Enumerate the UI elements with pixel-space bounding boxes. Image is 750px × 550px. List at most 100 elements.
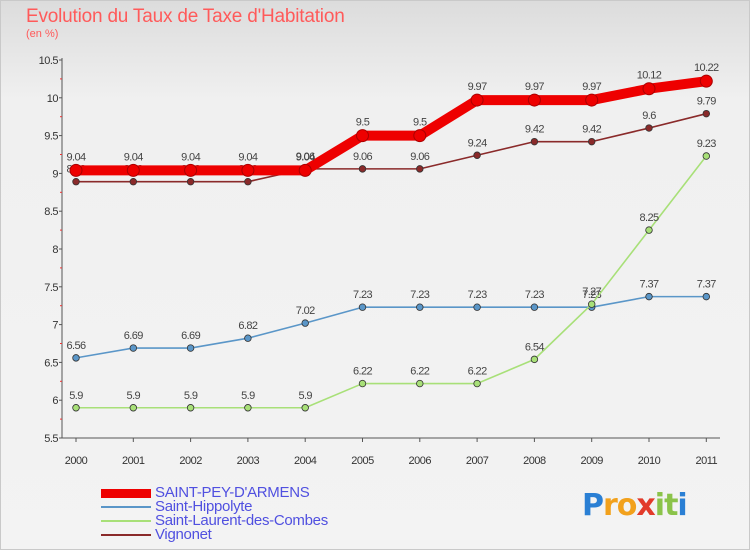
data-point (416, 303, 424, 311)
data-point (416, 379, 424, 388)
data-label: 7.37 (639, 279, 658, 291)
data-point (244, 178, 252, 186)
data-point (129, 344, 137, 352)
y-tick-label: 7 (52, 320, 58, 332)
legend-label: Saint-Hippolyte (155, 498, 253, 515)
data-label: 10.22 (694, 62, 719, 74)
data-label: 9.04 (66, 151, 85, 163)
x-tick-label: 2000 (65, 455, 88, 467)
data-label: 9.6 (642, 110, 656, 122)
data-label: 6.22 (410, 366, 429, 378)
logo-letter: t (664, 488, 678, 523)
data-point (702, 292, 710, 301)
data-point (645, 124, 653, 132)
data-point (642, 82, 656, 96)
data-label: 9.06 (296, 151, 315, 163)
data-point (241, 163, 255, 177)
data-label: 5.9 (69, 390, 83, 402)
data-point (129, 178, 137, 186)
data-point (126, 163, 140, 177)
data-label: 5.9 (184, 390, 198, 402)
series-line (75, 295, 708, 359)
legend-swatch (101, 520, 151, 522)
data-label: 7.23 (353, 289, 372, 301)
data-label: 6.69 (124, 330, 143, 342)
data-point (186, 404, 195, 412)
data-point (184, 163, 198, 177)
data-label: 9.24 (468, 137, 487, 149)
y-tick-label: 7.5 (44, 282, 58, 294)
y-tick-label: 6.5 (44, 357, 58, 369)
data-label: 9.23 (697, 138, 716, 150)
data-point (699, 74, 713, 88)
logo-letter: i (654, 488, 665, 523)
series-line (75, 155, 708, 409)
data-point (585, 93, 599, 107)
y-tick-label: 8.5 (44, 206, 58, 218)
data-label: 7.02 (296, 305, 315, 317)
y-tick-label: 10.5 (39, 55, 59, 67)
data-point (530, 303, 539, 311)
x-tick-label: 2011 (695, 455, 717, 467)
legend-label: Saint-Laurent-des-Combes (155, 512, 328, 529)
x-tick-label: 2003 (237, 455, 260, 467)
data-point (702, 109, 710, 118)
legend-swatch (101, 506, 151, 508)
data-point (413, 129, 427, 143)
data-point (301, 319, 309, 327)
legend-label: Vignonet (155, 526, 212, 543)
data-point (356, 129, 369, 143)
data-point (530, 137, 539, 146)
y-tick-label: 9.5 (44, 131, 58, 143)
data-label: 9.06 (410, 151, 429, 163)
data-label: 9.04 (124, 151, 143, 163)
data-point (129, 404, 137, 412)
data-point (473, 303, 481, 311)
data-point (186, 178, 195, 186)
logo-letter: i (677, 488, 687, 523)
data-label: 9.79 (697, 96, 716, 108)
data-point (645, 226, 653, 234)
legend-label: SAINT-PEY-D'ARMENS (155, 484, 310, 501)
data-point (72, 354, 80, 362)
x-tick-label: 2008 (523, 455, 546, 467)
data-label: 6.82 (238, 320, 257, 332)
data-point (702, 152, 710, 160)
x-tick-label: 2007 (466, 455, 489, 467)
y-tick-label: 6 (52, 395, 58, 407)
data-label: 9.06 (353, 151, 372, 163)
data-label: 9.5 (413, 117, 427, 129)
data-label: 7.23 (525, 289, 544, 301)
data-label: 6.54 (525, 341, 544, 353)
data-point (298, 163, 312, 177)
data-label: 9.04 (181, 151, 200, 163)
data-point (645, 292, 653, 301)
data-label: 6.22 (468, 366, 487, 378)
logo-letter: P (582, 488, 604, 523)
logo-letter: o (616, 488, 638, 523)
chart-subtitle: (en %) (26, 28, 59, 40)
data-label: 9.04 (296, 151, 315, 163)
y-tick-label: 9 (52, 168, 58, 180)
data-point (416, 165, 424, 173)
data-label: 9.42 (525, 124, 544, 136)
data-label: 7.23 (468, 289, 487, 301)
data-point (301, 404, 309, 412)
data-label: 9.04 (238, 151, 257, 163)
data-label: 9.42 (582, 124, 601, 136)
data-label: 6.69 (181, 330, 200, 342)
data-point (69, 163, 83, 177)
legend-swatch (101, 489, 151, 498)
data-point (588, 300, 596, 308)
data-point (186, 344, 195, 352)
data-label: 9.97 (525, 81, 544, 93)
data-point (72, 178, 80, 186)
y-tick-label: 10 (47, 93, 59, 105)
data-label: 9.5 (356, 117, 370, 129)
proxiti-logo: Proxiti (582, 488, 688, 523)
data-label: 9.97 (468, 81, 487, 93)
x-tick-label: 2009 (580, 455, 603, 467)
data-label: 7.37 (697, 279, 716, 291)
x-tick-label: 2005 (351, 455, 374, 467)
